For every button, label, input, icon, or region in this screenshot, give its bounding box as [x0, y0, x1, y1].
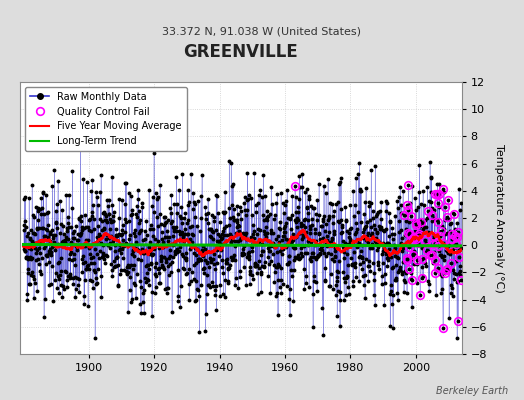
Title: GREENVILLE: GREENVILLE [183, 43, 298, 61]
Y-axis label: Temperature Anomaly (°C): Temperature Anomaly (°C) [494, 144, 504, 292]
Text: Berkeley Earth: Berkeley Earth [436, 386, 508, 396]
Legend: Raw Monthly Data, Quality Control Fail, Five Year Moving Average, Long-Term Tren: Raw Monthly Data, Quality Control Fail, … [25, 87, 187, 151]
Text: 33.372 N, 91.038 W (United States): 33.372 N, 91.038 W (United States) [162, 26, 362, 36]
